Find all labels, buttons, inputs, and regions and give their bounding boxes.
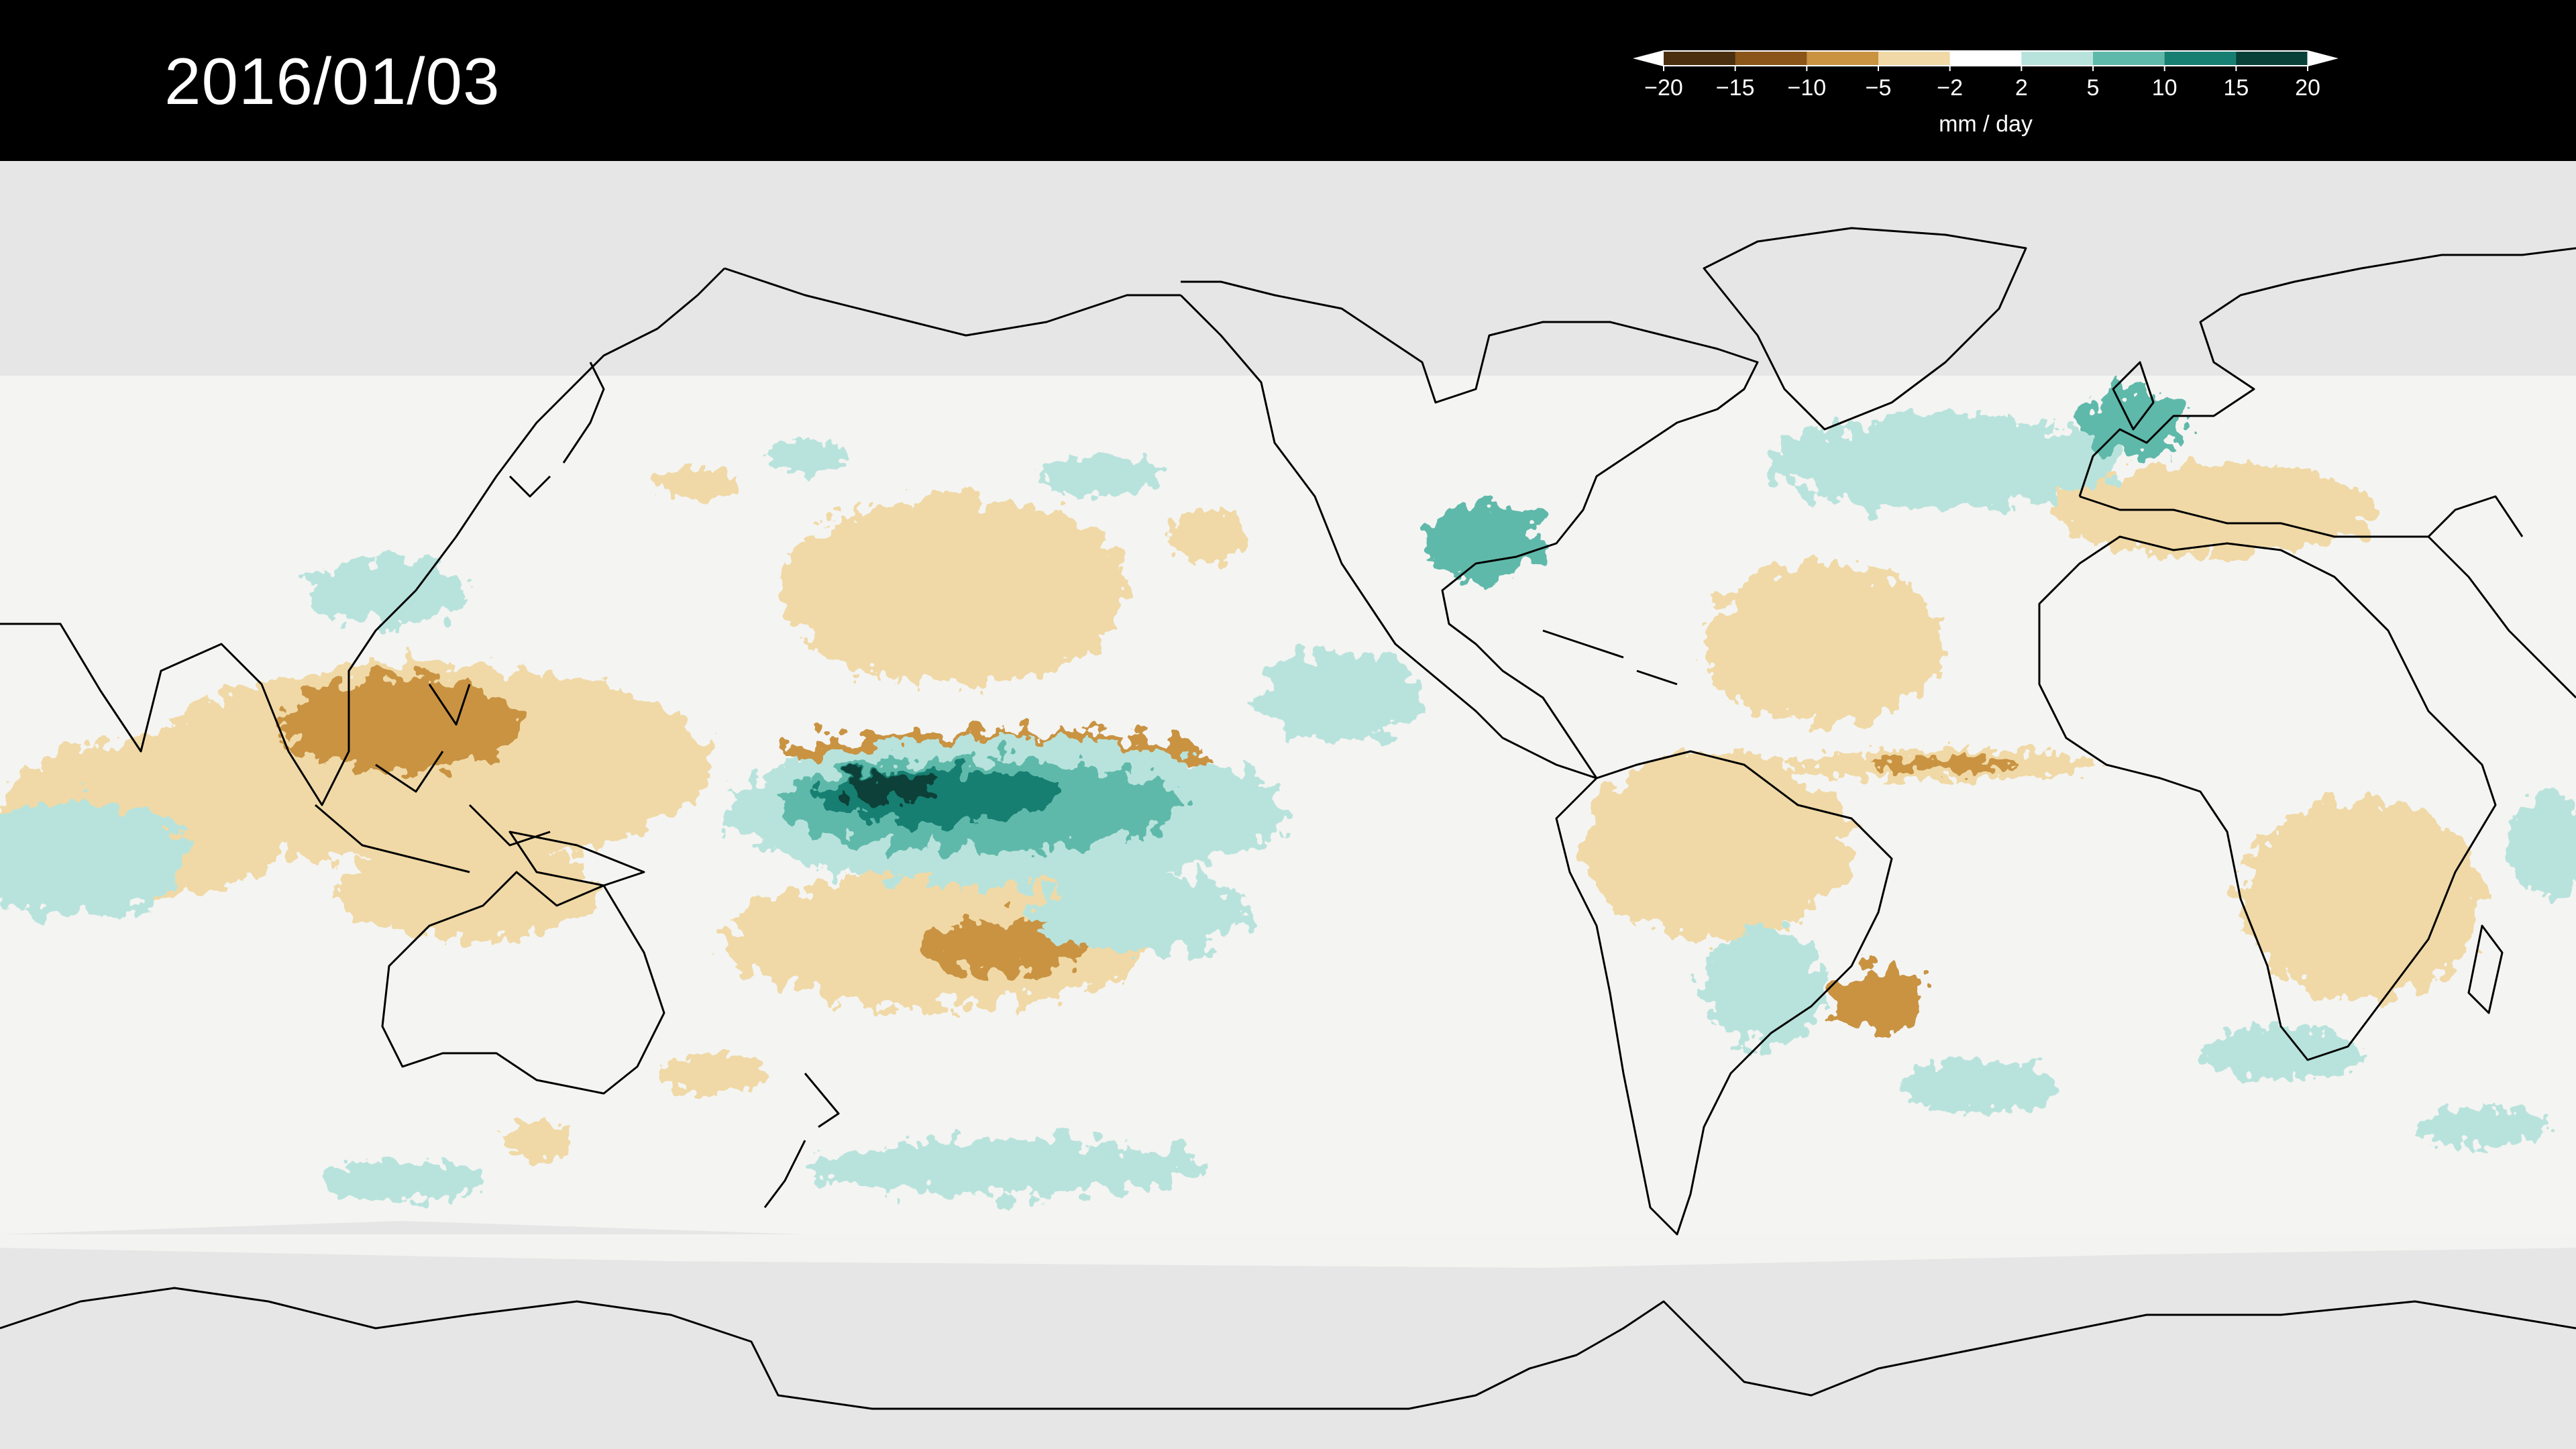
colorbar-swatch [2164, 51, 2237, 66]
coastline-mediterranean [2079, 495, 2524, 538]
scatter-patch [657, 1053, 765, 1093]
wet-patch-uk [2080, 389, 2187, 456]
wet-patch-indian [0, 798, 188, 919]
colorbar-swatch [2093, 51, 2165, 66]
coastline-europe [2078, 247, 2576, 497]
dry-patch-mediterranean [2053, 463, 2375, 557]
colorbar-swatches [1633, 50, 2339, 66]
dry-patch-africa [2241, 798, 2482, 1000]
colorbar-swatch [1949, 51, 2022, 66]
scatter-patch [1040, 456, 1161, 496]
colorbar-tick-label: −10 [1787, 75, 1826, 101]
no-data-band-edge-south [0, 1221, 2576, 1449]
coastline-alaska [724, 267, 1181, 337]
colorbar-tick-label: 15 [2223, 75, 2249, 101]
coastline-australia [381, 871, 665, 1095]
no-data-band-edge-north [1717, 228, 2576, 376]
date-label: 2016/01/03 [164, 44, 500, 118]
coastline-uk [2112, 361, 2155, 431]
wet-patch-gulf [1422, 503, 1543, 584]
wet-patch-spcz [1033, 872, 1248, 953]
scatter-patch [2415, 1107, 2549, 1147]
dry-patch-south-atlantic [1831, 966, 1925, 1033]
coastline-new-zealand [763, 1073, 840, 1208]
wet-anomaly-patches [0, 389, 2187, 1194]
colorbar-tick-label: −20 [1644, 75, 1683, 101]
colorbar-swatch [2021, 51, 2094, 66]
coastline-north-america-west [1179, 294, 1597, 780]
dry-anomaly-patches [0, 463, 2482, 1033]
scatter-patch [1167, 510, 1248, 564]
colorbar-swatch [1664, 51, 1736, 66]
colorbar-tick-label: −15 [1716, 75, 1755, 101]
colorbar-tick-label: 2 [2015, 75, 2028, 101]
dry-patch-maritime-core [282, 678, 523, 771]
scatter-patch [657, 466, 738, 500]
scatter-patch [322, 1161, 483, 1201]
scattered-anomaly-patches [322, 439, 2576, 1201]
wet-patch-southern-ocean [805, 1140, 1208, 1194]
dry-patch-australia [335, 845, 604, 939]
scatter-patch [503, 1120, 570, 1161]
colorbar-unit-label: mm / day [1939, 111, 2033, 137]
coastline-korea-japan [508, 362, 605, 498]
data-margin-south [0, 1234, 2576, 1268]
colorbar-tick-label: −2 [1937, 75, 1963, 101]
wet-patch-north-atlantic [1771, 416, 2120, 510]
wet-patch-east-pacific [1261, 651, 1422, 745]
coastline-asia [0, 267, 726, 806]
colorbar-tick-label: 10 [2152, 75, 2178, 101]
wet-patch-philippines [309, 557, 470, 624]
colorbar-swatch [1735, 51, 1807, 66]
wet-patch-central-pacific-peak [839, 775, 932, 802]
dry-patch-north-pacific [778, 496, 1127, 684]
colorbar-swatch [1878, 51, 1951, 66]
colorbar-swatch [1807, 51, 1879, 66]
colorbar-tick-label: −5 [1866, 75, 1892, 101]
header-bar: 2016/01/03 −20 −15 −10 −5 −2 2 5 10 15 20 mm / da… [0, 0, 2576, 161]
colorbar-tick-label: 20 [2295, 75, 2320, 101]
scatter-patch [2509, 792, 2576, 899]
coastline-antarctica [0, 1287, 2576, 1410]
colorbar-tick-label: 5 [2087, 75, 2100, 101]
colorbar-right-arrow [2307, 50, 2337, 66]
colorbar: −20 −15 −10 −5 −2 2 5 10 15 20 mm / day [1633, 50, 2339, 137]
colorbar-left-arrow [1634, 50, 1664, 66]
coastline-caribbean [1542, 629, 1678, 686]
scatter-patch [1898, 1060, 2059, 1114]
precipitation-anomaly-map [0, 161, 2576, 1449]
coastline-arabia [2427, 535, 2576, 699]
coastlines [0, 227, 2576, 1410]
dry-patch-spcz [926, 919, 1087, 973]
coastline-south-america [1555, 750, 1893, 1236]
scatter-patch [1872, 758, 2019, 771]
dry-patch-atlantic [1704, 564, 1945, 724]
wet-patch-la-plata [1704, 926, 1825, 1046]
coastline-north-america-east [1181, 280, 1759, 779]
scatter-patch [2200, 1026, 2361, 1080]
coastline-maritime [315, 684, 551, 873]
coastline-madagascar [2467, 924, 2504, 1014]
scatter-patch [765, 439, 845, 473]
dry-patch-brazil [1583, 751, 1851, 939]
coastline-africa [2038, 535, 2497, 1061]
coastline-greenland [1703, 227, 2027, 431]
coastline-new-guinea [508, 830, 645, 887]
colorbar-ticks: −20 −15 −10 −5 −2 2 5 10 15 20 [1644, 66, 2320, 101]
colorbar-swatch [2236, 51, 2308, 66]
